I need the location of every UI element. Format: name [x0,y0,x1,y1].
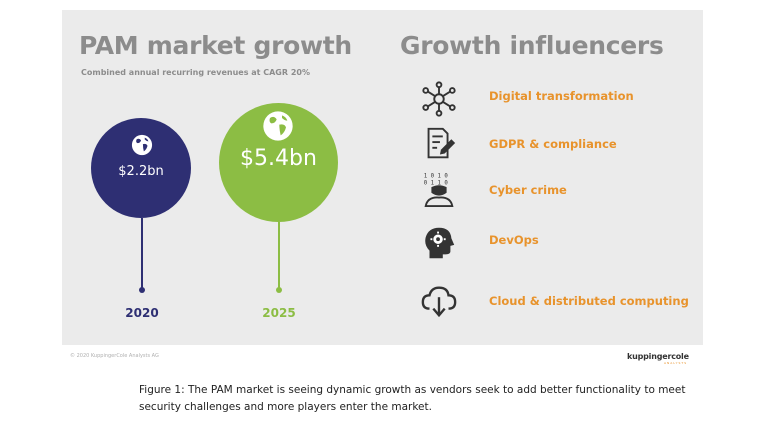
market-2020-value: $2.2bn [118,164,164,179]
kuppingercole-logo: kuppingercole [627,352,689,361]
market-growth-title: PAM market growth [79,31,352,60]
market-2025-year: 2025 [262,306,296,320]
svg-text:0 1 1 0: 0 1 1 0 [424,180,449,186]
influencer-devops: DevOps [489,233,539,247]
cloud-download-icon [421,286,457,318]
globe-icon [263,111,293,141]
market-2025-stem [278,222,280,290]
document-pen-icon [427,127,456,159]
globe-icon [131,134,153,156]
logo-subtitle: ANALYSTS [664,361,688,365]
market-2020-year: 2020 [125,306,159,320]
market-2020-bubble [91,118,191,218]
figure-caption: Figure 1: The PAM market is seeing dynam… [139,384,686,413]
hacker-binary-icon: 1 0 1 0 0 1 1 0 [424,174,454,208]
head-gear-icon [425,227,455,259]
market-2025-value: $5.4bn [240,146,317,171]
influencer-cyber-crime: Cyber crime [489,183,567,197]
market-2025-dot [276,287,282,293]
network-hub-icon [422,81,456,117]
copyright-note: © 2020 KuppingerCole Analysts AG [70,353,159,359]
market-2020-stem [141,218,143,290]
market-growth-subtitle: Combined annual recurring revenues at CA… [81,68,310,77]
growth-influencers-title: Growth influencers [400,31,664,60]
influencer-cloud-distributed: Cloud & distributed computing [489,294,689,308]
influencer-gdpr-compliance: GDPR & compliance [489,137,617,151]
market-2020-dot [139,287,145,293]
influencer-digital-transformation: Digital transformation [489,89,634,103]
svg-text:1 0 1 0: 1 0 1 0 [424,174,449,180]
